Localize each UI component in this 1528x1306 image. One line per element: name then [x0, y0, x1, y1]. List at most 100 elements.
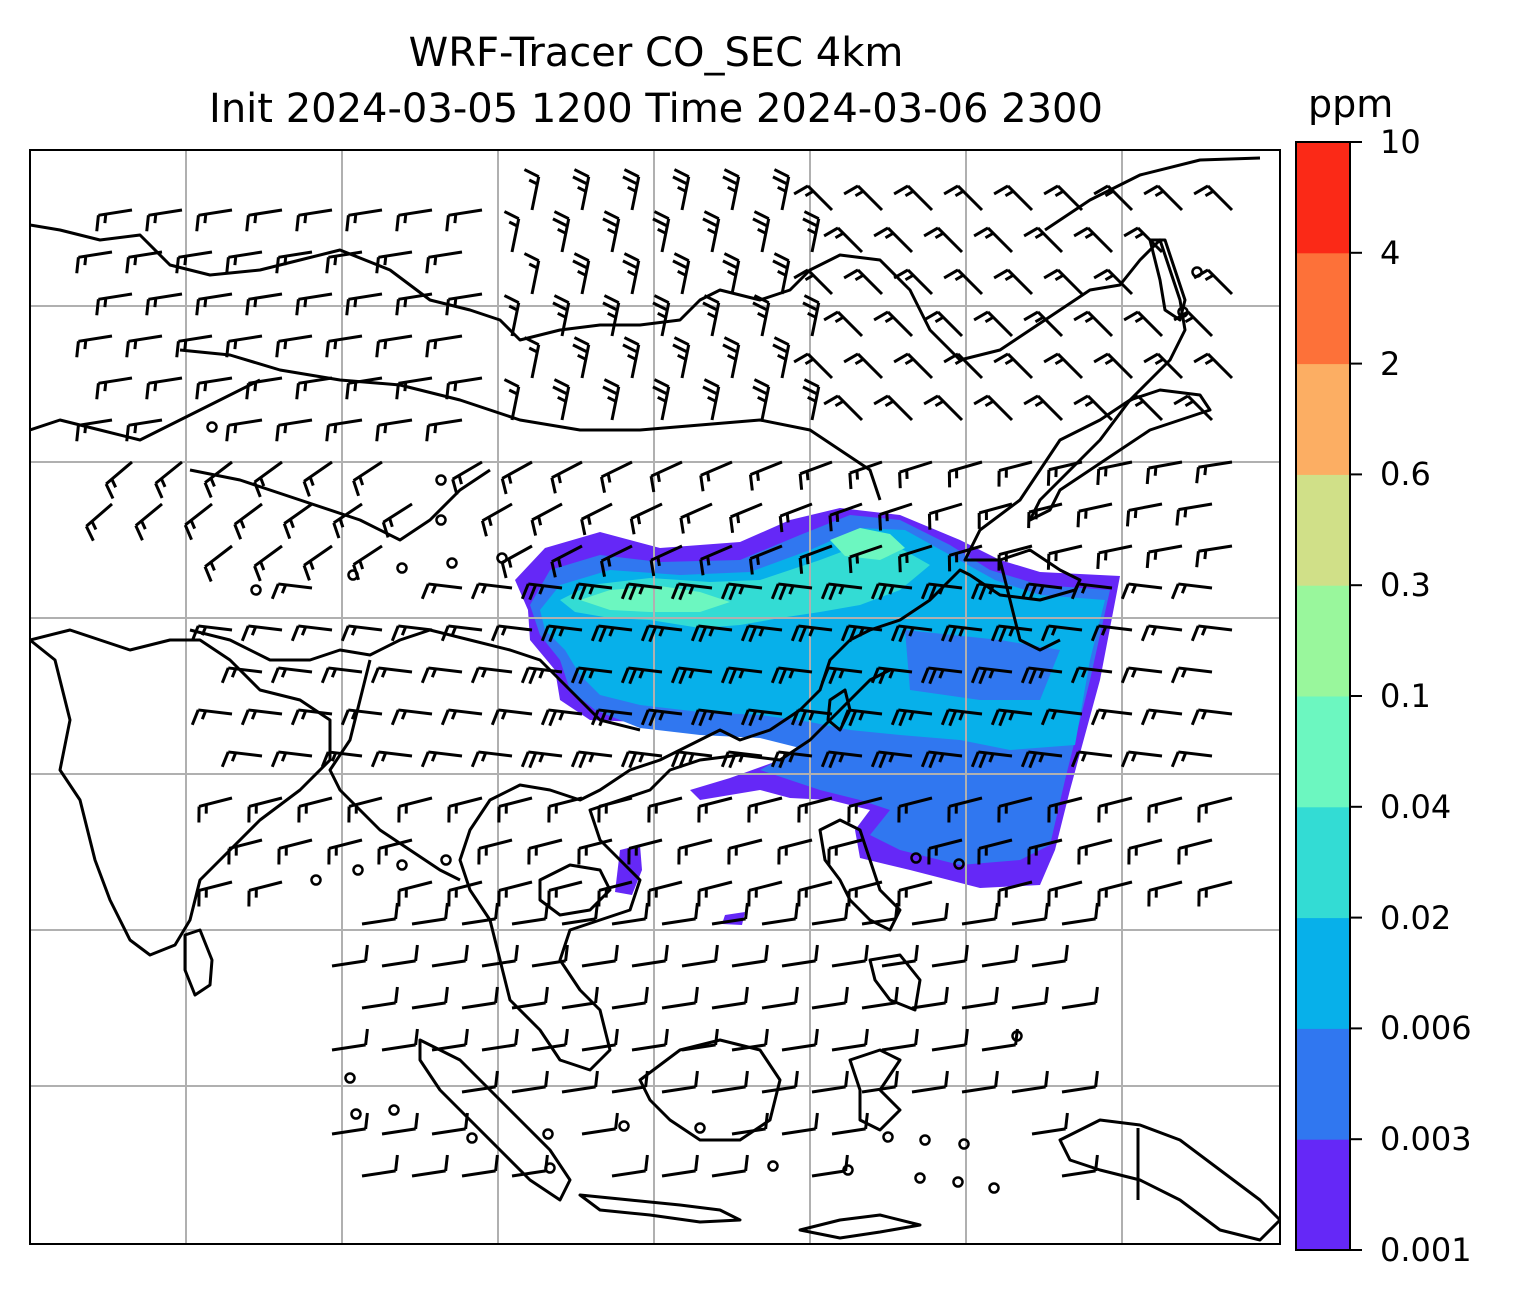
calm-wind-circle	[310, 874, 322, 886]
wind-barb	[1123, 310, 1164, 338]
colorbar-segment	[1296, 363, 1350, 475]
wind-barb	[270, 750, 313, 768]
wind-barb	[1190, 624, 1233, 642]
wind-barb	[923, 394, 964, 422]
wind-barb	[699, 460, 733, 492]
coastline-hokkaido	[1148, 238, 1187, 322]
wind-barb	[1193, 184, 1234, 212]
wind-barb	[570, 750, 613, 769]
wind-barb	[622, 252, 641, 295]
wind-barb	[1120, 582, 1163, 600]
wind-barb	[1170, 582, 1213, 600]
colorbar-segment	[1296, 142, 1350, 254]
wind-barb	[1143, 352, 1184, 380]
wind-barbs	[75, 168, 1234, 1178]
wind-barb	[997, 544, 1033, 571]
wind-barb	[911, 902, 949, 926]
wind-barb	[670, 582, 713, 601]
wind-barb	[1061, 902, 1099, 926]
wind-barb	[1145, 544, 1183, 569]
wind-barb	[1031, 944, 1069, 968]
wind-barb	[748, 460, 783, 491]
wind-barb	[331, 944, 369, 968]
wind-barb	[697, 880, 733, 907]
wind-barb	[395, 376, 433, 400]
wind-barb	[981, 944, 1019, 968]
wind-barb	[420, 582, 463, 600]
colorbar-segment	[1296, 585, 1350, 697]
wind-barb	[720, 666, 763, 685]
wind-barb	[943, 352, 984, 380]
wind-barb	[431, 1028, 469, 1052]
wind-barb	[445, 376, 483, 400]
wind-barb	[590, 708, 633, 727]
wind-barb	[540, 624, 583, 643]
wind-barb	[1093, 352, 1134, 380]
wind-barb	[1097, 796, 1133, 823]
wind-barb	[647, 796, 683, 823]
wind-barb	[1090, 708, 1133, 726]
wind-barb	[731, 1028, 769, 1052]
wind-barb	[873, 394, 914, 422]
wind-barb	[1023, 226, 1064, 254]
wind-barb	[1175, 502, 1213, 526]
colorbar	[1296, 141, 1362, 1251]
wind-barb	[772, 336, 791, 379]
wind-barb	[440, 624, 483, 642]
wind-barb	[511, 902, 549, 926]
wind-barb	[1061, 1070, 1099, 1094]
wind-barb	[125, 418, 163, 442]
colorbar-tick-label: 0.04	[1380, 787, 1452, 826]
wind-barb	[125, 250, 163, 274]
wind-barb	[247, 880, 283, 907]
wind-barb	[134, 502, 163, 541]
colorbar-tick-label: 0.3	[1380, 566, 1431, 605]
wind-barb	[295, 208, 333, 232]
calm-wind-circle	[352, 864, 364, 876]
wind-barb	[520, 750, 563, 769]
wind-barb	[195, 292, 233, 316]
wind-barb	[447, 796, 483, 823]
wind-barb	[620, 750, 663, 769]
wind-barb	[893, 352, 934, 380]
wind-barb	[325, 334, 363, 358]
wind-barb	[570, 666, 613, 685]
wind-barb	[981, 1028, 1019, 1052]
wind-barb	[720, 750, 763, 769]
wind-barb	[947, 796, 983, 823]
wind-barb	[530, 502, 563, 536]
wind-barb	[731, 944, 769, 968]
wind-barb	[1040, 708, 1083, 726]
wind-barb	[778, 502, 813, 533]
wind-barb	[931, 944, 969, 968]
wind-barb	[481, 944, 519, 968]
wind-barb	[811, 986, 849, 1010]
wind-barb	[897, 880, 933, 907]
wind-barb	[95, 292, 133, 316]
wind-barb	[770, 582, 813, 601]
wind-barb	[572, 336, 591, 379]
wind-barb	[670, 666, 713, 685]
wind-barb	[375, 334, 413, 358]
wind-barb	[1073, 310, 1114, 338]
wind-barb	[947, 460, 983, 488]
wind-barb	[1076, 502, 1113, 528]
wind-barb	[793, 268, 834, 296]
wind-barb	[461, 986, 499, 1010]
wind-barb	[381, 502, 413, 538]
wind-barb	[500, 460, 533, 495]
wind-barb	[870, 750, 913, 769]
wind-barb	[661, 986, 699, 1010]
wind-barb	[461, 1154, 499, 1178]
wind-barb	[220, 750, 263, 768]
calm-wind-circle	[1011, 1030, 1023, 1042]
wind-barb	[747, 880, 783, 907]
wind-barb	[95, 376, 133, 400]
map-title-line-1: WRF-Tracer CO_SEC 4km	[408, 30, 904, 76]
calm-wind-circle	[919, 1134, 931, 1146]
wind-barb	[550, 544, 583, 578]
wind-barb	[699, 544, 733, 576]
wind-barb	[547, 796, 583, 823]
wind-barb	[581, 944, 619, 968]
wind-barb	[1147, 796, 1183, 823]
